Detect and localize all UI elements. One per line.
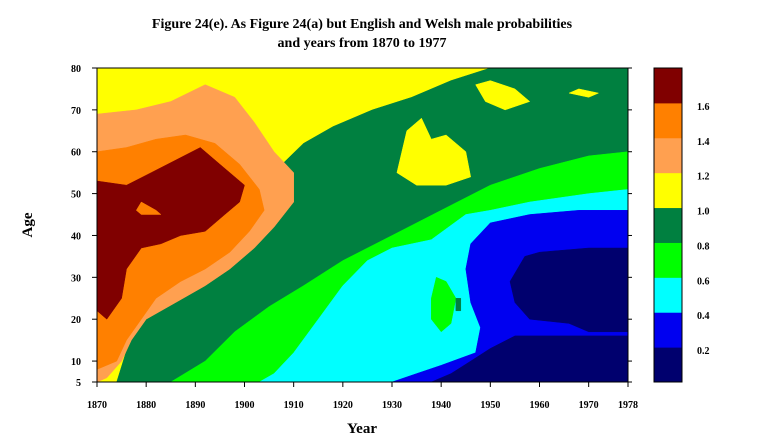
axis-ticks: 1870 1880 1890 1900 1910 1920 1930 1940 1950 1960… — [71, 64, 638, 411]
y-tick-label: 40 — [71, 231, 81, 242]
colorbar-frame — [653, 67, 683, 383]
plot-frame — [96, 67, 629, 383]
contour-region-2 — [396, 117, 471, 186]
x-tick-label: 1950 — [480, 400, 500, 411]
colorbar-label: 0.4 — [697, 311, 710, 322]
x-tick-label: 1978 — [618, 400, 638, 411]
x-tick-label: 1930 — [382, 400, 402, 411]
contour-region-9 — [431, 247, 628, 382]
colorbar-swatch-8 — [654, 68, 682, 104]
y-tick-label: 5 — [76, 378, 81, 389]
colorbar-swatch-7 — [654, 102, 682, 139]
colorbar-label: 1.2 — [697, 172, 710, 183]
contour-region-14 — [455, 298, 462, 312]
colorbar-label: 1.6 — [697, 102, 710, 113]
contour-region-3 — [475, 80, 531, 111]
colorbar: 0.2 0.4 0.6 0.8 1.0 1.2 1.4 1.6 — [653, 67, 710, 383]
colorbar-swatch-6 — [654, 137, 682, 174]
chart-title-line-2: and years from 1870 to 1977 — [278, 36, 447, 51]
y-tick-label: 50 — [71, 190, 81, 201]
x-tick-label: 1940 — [431, 400, 451, 411]
colorbar-swatch-1 — [654, 312, 682, 348]
x-tick-label: 1910 — [284, 400, 304, 411]
colorbar-label: 0.2 — [697, 346, 710, 357]
y-tick-label: 60 — [71, 148, 81, 159]
colorbar-swatch-2 — [654, 277, 682, 313]
colorbar-swatch-3 — [654, 242, 682, 278]
y-tick-label: 30 — [71, 273, 81, 284]
colorbar-label: 0.8 — [697, 241, 710, 252]
y-tick-label: 20 — [71, 315, 81, 326]
x-tick-label: 1870 — [87, 400, 107, 411]
colorbar-swatch-4 — [654, 207, 682, 243]
contour-region-12 — [97, 147, 245, 320]
y-axis-label: Age — [20, 212, 36, 237]
contour-region-7 — [431, 276, 457, 333]
contour-plot — [97, 68, 628, 382]
colorbar-label: 0.6 — [697, 276, 710, 287]
contour-region-4 — [568, 88, 600, 98]
x-tick-label: 1970 — [579, 400, 599, 411]
x-tick-label: 1900 — [235, 400, 255, 411]
colorbar-swatch-0 — [654, 347, 682, 383]
y-tick-label: 80 — [71, 64, 81, 75]
x-tick-label: 1920 — [333, 400, 353, 411]
y-tick-label: 10 — [71, 357, 81, 368]
colorbar-swatch-5 — [654, 172, 682, 209]
x-tick-label: 1880 — [136, 400, 156, 411]
x-axis-label: Year — [347, 421, 377, 437]
colorbar-label: 1.0 — [697, 207, 710, 218]
x-tick-label: 1960 — [530, 400, 550, 411]
x-tick-label: 1890 — [185, 400, 205, 411]
colorbar-label: 1.4 — [697, 137, 710, 148]
y-tick-label: 70 — [71, 106, 81, 117]
chart-title-line-1: Figure 24(e). As Figure 24(a) but Englis… — [152, 17, 573, 32]
contour-region-13 — [135, 201, 162, 215]
